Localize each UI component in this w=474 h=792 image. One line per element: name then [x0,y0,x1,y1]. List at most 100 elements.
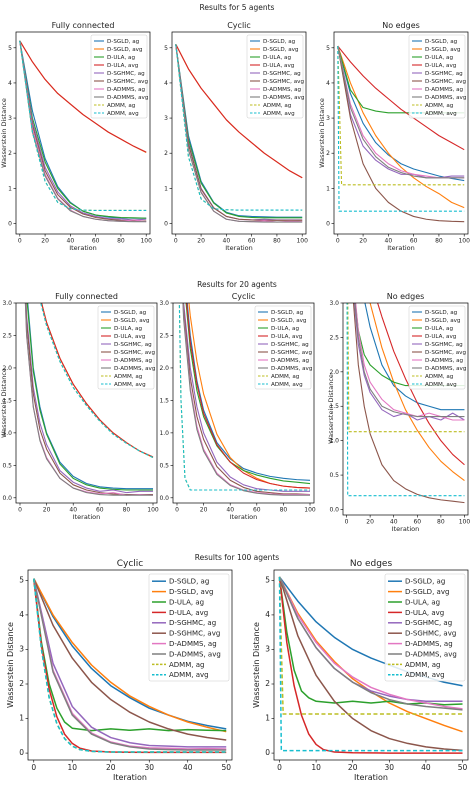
y-tick-label: 2 [326,150,330,157]
y-tick-label: 1.5 [159,397,169,404]
series-line [175,44,303,219]
y-tick-label: 4 [164,80,168,87]
panel-title: Cyclic [117,559,144,569]
legend-label: D-SGHMC, avg [263,79,304,85]
x-tick-label: 80 [437,519,445,526]
y-axis-label: Wasserstein Distance [0,98,8,168]
y-axis-label: Wasserstein Distance [6,622,15,708]
y-tick-label: 1 [8,185,12,192]
series-line [353,303,465,421]
legend-label: ADMM, avg [425,382,457,388]
x-tick-label: 20 [106,763,116,772]
y-axis-label: Wasserstein Distance [252,622,261,708]
axes-frame [15,31,151,235]
series-line [25,303,154,496]
y-tick-label: 3 [326,115,330,122]
y-tick-label: 2.0 [329,369,339,376]
x-tick-label: 0 [31,763,36,772]
legend-label: D-ULA, ag [405,598,440,606]
x-tick-label: 60 [410,238,418,245]
series-line [33,578,227,732]
legend-box [384,573,466,682]
legend-box [408,34,466,119]
x-tick-label: 0 [345,519,349,526]
x-tick-label: 20 [348,763,358,772]
x-tick-label: 50 [458,763,468,772]
suptitle-100-agents: Results for 100 agents [195,553,280,562]
series-line [33,578,227,730]
x-tick-label: 60 [248,238,256,245]
y-tick-label: 5 [164,45,168,52]
legend-label: ADMM, ag [405,661,440,669]
legend-box [90,34,148,119]
legend-label: ADMM, avg [169,671,209,679]
legend-box [254,305,312,390]
y-tick-label: 2.5 [159,332,169,339]
series-lines [346,303,465,504]
legend-label: D-ADMMS, avg [169,650,221,658]
legend-label: D-SGLD, avg [425,47,461,53]
y-tick-label: 5 [8,45,12,52]
legend-label: D-SGLD, ag [271,310,304,316]
legend-label: D-SGHMC, ag [425,342,463,348]
legend: D-SGLD, ag D-SGLD, avg D-ULA, ag D-ULA, avg… [97,305,156,390]
series-line [19,40,147,219]
x-tick-label: 60 [413,519,421,526]
y-tick-label: 0.5 [159,462,169,469]
legend-label: D-SGLD, ag [425,39,458,45]
legend-label: ADMM, ag [107,103,136,109]
legend-label: ADMM, ag [271,374,300,380]
axes-frame [342,302,469,516]
series-line [354,303,465,418]
y-tick-label: 4 [8,80,12,87]
legend-label: D-SGLD, avg [425,318,461,324]
y-tick-label: 0.5 [329,472,339,479]
panel-title: No edges [382,21,420,30]
legend-label: D-SGHMC, ag [114,342,152,348]
x-tick-label: 100 [459,519,471,526]
y-tick-label: 2.0 [2,365,12,372]
panel-3: Fully connected 0 20 40 60 80 100 0.0 0.5 1.0 1.5 2… [0,292,159,521]
x-tick-label: 100 [296,238,308,245]
x-tick-label: 80 [280,507,288,514]
x-tick-label: 80 [273,238,281,245]
series-line [33,578,227,754]
legend-label: D-ADMMS, ag [114,358,153,364]
series-line [278,576,463,711]
y-tick-label: 4 [19,610,24,619]
legend-label: D-ULA, avg [114,334,146,340]
x-tick-label: 100 [147,507,159,514]
x-tick-label: 40 [67,238,75,245]
y-tick-label: 4 [265,610,270,619]
legend-label: D-ULA, ag [263,55,291,61]
y-tick-label: 3 [164,115,168,122]
series-lines [278,576,463,754]
legend-label: D-SGLD, avg [114,318,150,324]
legend-label: D-SGLD, ag [107,39,140,45]
series-line [33,578,227,733]
panel-1: Cyclic 0 20 40 60 80 100 0 1 2 3 4 5 Iteration D-SGLD,… [164,21,308,252]
y-tick-label: 2 [8,150,12,157]
x-tick-label: 60 [96,507,104,514]
series-line [337,45,465,151]
panel-2: No edges 0 20 40 60 80 100 0 1 2 3 4 5 Iteration Wasse… [318,21,470,252]
series-line [278,576,463,754]
x-tick-label: 100 [140,238,152,245]
legend-box [246,34,304,119]
legend: D-SGLD, ag D-SGLD, avg D-ULA, ag D-ULA, avg… [90,34,149,119]
legend-label: D-ADMMS, avg [425,95,467,101]
x-tick-label: 30 [385,763,395,772]
legend-label: ADMM, avg [425,111,457,117]
y-tick-label: 1 [265,714,270,723]
y-tick-label: 1.5 [329,403,339,410]
series-line [175,44,303,223]
legend-label: D-ULA, avg [263,63,295,69]
series-line [278,576,463,710]
legend-label: D-ULA, ag [271,326,299,332]
x-axis-label: Iteration [113,773,147,782]
series-line [178,303,311,491]
y-tick-label: 2.0 [159,365,169,372]
x-axis-label: Iteration [69,244,97,252]
legend-label: D-SGLD, avg [169,588,213,596]
panel-title: No edges [387,292,425,301]
